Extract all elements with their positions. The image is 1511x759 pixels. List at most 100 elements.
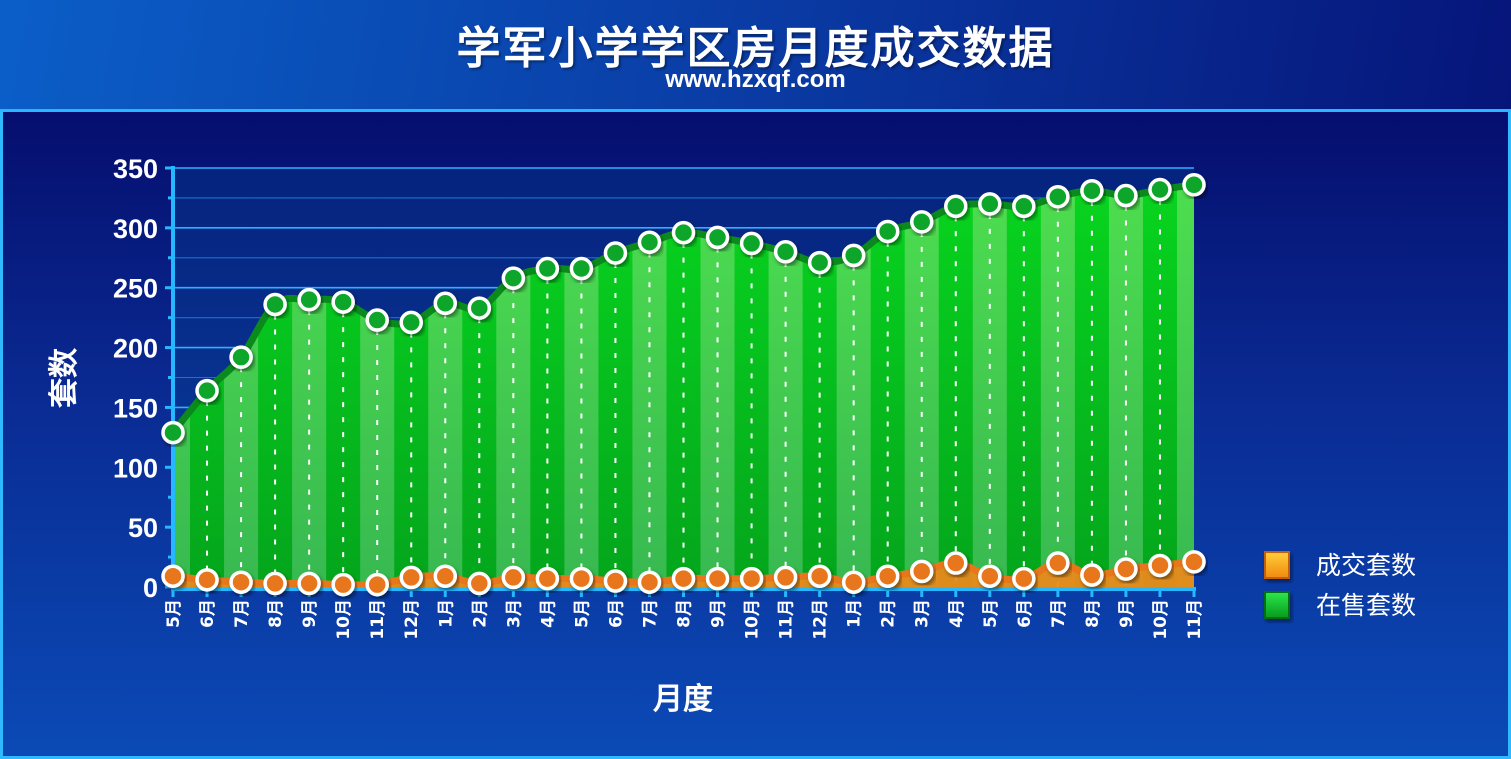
- sold-point: [263, 571, 287, 596]
- x-tick-label: 9月: [1117, 599, 1137, 628]
- listed-point: [229, 345, 253, 369]
- x-tick-label: 8月: [675, 599, 695, 628]
- y-axis-title: 套数: [47, 347, 82, 408]
- x-tick-label: 8月: [1083, 599, 1103, 628]
- sold-point: [161, 564, 185, 588]
- listed-area-stripe: [1142, 184, 1178, 587]
- x-tick-label: 12月: [811, 599, 831, 640]
- x-tick-label: 12月: [402, 599, 422, 640]
- dashed-month-lines: [206, 199, 1161, 587]
- listed-point: [297, 287, 321, 312]
- listed-area-stripe: [666, 184, 702, 587]
- sold-point: [841, 570, 866, 594]
- sold-point: [297, 571, 321, 596]
- sold-point: [399, 565, 423, 590]
- listed-point: [161, 420, 185, 445]
- x-tick-label: 7月: [1049, 599, 1069, 628]
- sold-point: [535, 566, 560, 591]
- x-tick-label: 6月: [606, 599, 626, 628]
- listed-point: [399, 310, 423, 335]
- listed-point: [1148, 177, 1172, 202]
- listed-point: [433, 291, 458, 316]
- y-tick-label: 100: [113, 453, 158, 483]
- chart-svg: 0 50 100 150 200 250 300 350 5月 6月 7月 8月 9月 10月 11月 12月…: [47, 154, 1416, 717]
- x-tick-label: 8月: [266, 599, 286, 628]
- listed-point: [1080, 178, 1104, 203]
- listed-point: [501, 266, 526, 290]
- sold-point: [365, 572, 389, 597]
- sold-point: [195, 568, 219, 592]
- listed-point: [195, 378, 219, 403]
- sold-point: [1182, 550, 1206, 574]
- listed-point: [671, 220, 696, 245]
- listed-area-stripe: [1176, 184, 1194, 587]
- plot-area: 0 50 100 150 200 250 300 350 5月 6月 7月 8月 9月 10月 11月 12月…: [0, 112, 1511, 759]
- chart-header: 学军小学学区房月度成交数据 www.hzxqf.com: [0, 0, 1511, 112]
- listed-area-stripe: [938, 184, 974, 587]
- y-tick-label: 350: [113, 154, 158, 184]
- x-tick-label: 3月: [913, 599, 933, 628]
- x-tick-label: 7月: [232, 599, 252, 628]
- x-tick-label: 7月: [640, 599, 660, 628]
- sold-point: [978, 564, 1002, 588]
- listed-point: [365, 308, 389, 332]
- sold-point: [875, 564, 900, 588]
- listed-point: [569, 256, 594, 281]
- x-tick-label: 1月: [845, 599, 865, 628]
- sold-point: [603, 569, 628, 593]
- sold-point: [433, 564, 458, 588]
- listed-point: [1182, 173, 1206, 197]
- x-tick-label: 4月: [538, 599, 558, 628]
- listed-point: [1046, 184, 1070, 209]
- listed-point: [773, 240, 798, 264]
- x-tick-label: 3月: [504, 599, 524, 628]
- x-tick-label: 10月: [743, 599, 763, 640]
- y-tick-label: 150: [113, 393, 158, 423]
- sold-point: [671, 566, 696, 591]
- x-tick-label: 2月: [879, 599, 899, 628]
- tick-labels: 0 50 100 150 200 250 300 350 5月 6月 7月 8月 9月 10月 11月 12月…: [113, 154, 1205, 640]
- listed-point: [807, 250, 832, 275]
- sold-point: [1114, 557, 1138, 581]
- x-tick-label: 5月: [981, 599, 1001, 628]
- x-tick-label: 10月: [1151, 599, 1171, 640]
- listed-point: [1012, 194, 1036, 219]
- sold-point: [1080, 563, 1104, 587]
- chart-title: 学军小学学区房月度成交数据: [456, 23, 1055, 74]
- x-tick-label: 4月: [947, 599, 967, 628]
- x-tick-label: 9月: [300, 599, 320, 628]
- y-tick-label: 250: [113, 274, 158, 304]
- sold-point: [467, 571, 492, 596]
- listed-point: [535, 256, 560, 281]
- legend-item-sold: 成交套数: [1264, 551, 1416, 580]
- legend-swatch-listed: [1264, 591, 1290, 619]
- sold-point: [1148, 553, 1172, 578]
- x-tick-label: 5月: [572, 599, 592, 628]
- listed-area-stripe: [972, 184, 1008, 587]
- listed-area-stripe: [1006, 184, 1042, 587]
- sold-point: [944, 551, 968, 575]
- x-tick-label: 11月: [368, 599, 388, 640]
- listed-point: [637, 230, 662, 254]
- listed-point: [263, 292, 287, 317]
- sold-point: [331, 572, 355, 597]
- series-markers: [161, 173, 1206, 597]
- listed-point: [705, 225, 730, 250]
- sold-point: [501, 565, 526, 590]
- listed-point: [875, 219, 900, 244]
- x-tick-label: 6月: [1015, 599, 1035, 628]
- legend-item-listed: 在售套数: [1264, 591, 1416, 620]
- x-tick-label: 2月: [470, 599, 490, 628]
- sold-point: [909, 559, 934, 584]
- legend-label-listed: 在售套数: [1316, 591, 1416, 620]
- listed-point: [331, 290, 355, 314]
- listed-point: [739, 231, 764, 256]
- legend-label-sold: 成交套数: [1316, 551, 1416, 580]
- listed-point: [467, 296, 492, 320]
- x-tick-label: 5月: [164, 599, 184, 628]
- x-tick-label: 11月: [1185, 599, 1205, 640]
- sold-point: [1046, 551, 1070, 575]
- x-tick-label: 11月: [777, 599, 797, 640]
- x-tick-label: 1月: [436, 599, 456, 628]
